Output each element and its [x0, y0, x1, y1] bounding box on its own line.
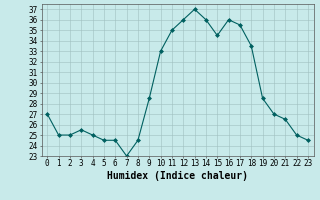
X-axis label: Humidex (Indice chaleur): Humidex (Indice chaleur) [107, 171, 248, 181]
